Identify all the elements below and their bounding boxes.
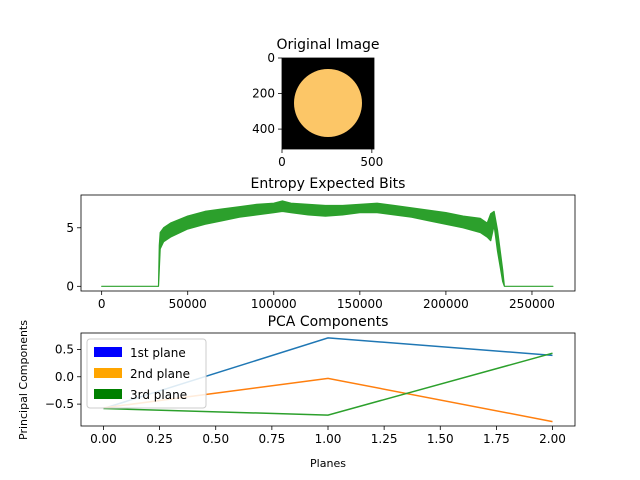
pca-x-tick-label: 1.75 (483, 432, 510, 446)
entropy-band (101, 200, 554, 287)
pca-x-tick-label: 1.00 (315, 432, 342, 446)
entropy-ticks: 0 50000 100000 150000 200000 250000 0 5 (66, 221, 555, 311)
pca-y-tick-label: 0.5 (55, 342, 74, 356)
pca-x-tick-label: 0.75 (259, 432, 286, 446)
image-x-tick-label: 500 (360, 155, 383, 169)
original-image-title: Original Image (276, 37, 379, 53)
entropy-y-tick-label: 5 (66, 221, 74, 235)
entropy-x-tick-label: 200000 (423, 297, 469, 311)
pca-y-tick-label: −0.5 (45, 397, 74, 411)
pca-x-tick-label: 1.25 (371, 432, 398, 446)
entropy-x-tick-label: 250000 (509, 297, 555, 311)
pca-title: PCA Components (268, 314, 389, 330)
legend-label: 3rd plane (130, 388, 187, 402)
image-y-tick-label: 400 (252, 122, 275, 136)
legend-label: 1st plane (130, 346, 186, 360)
original-image-disk (294, 69, 362, 137)
pca-x-tick-label: 0.00 (90, 432, 117, 446)
original-image-frame (281, 57, 375, 150)
image-y-tick-label: 200 (252, 87, 275, 101)
entropy-x-tick-label: 50000 (169, 297, 207, 311)
original-image-panel: Original Image 0 500 0 200 400 (252, 37, 383, 169)
pca-x-tick-label: 0.25 (146, 432, 173, 446)
pca-x-tick-label: 2.00 (539, 432, 566, 446)
legend-swatch (94, 347, 122, 357)
entropy-series (101, 200, 554, 287)
entropy-panel: Entropy Expected Bits 0 50000 100000 150000… (66, 176, 576, 311)
entropy-y-tick-label: 0 (66, 279, 74, 293)
entropy-x-tick-label: 150000 (337, 297, 383, 311)
pca-ticks: 0.00 0.25 0.50 0.75 1.00 1.25 1.50 1.75 2.00 0.5 0… (45, 342, 566, 446)
entropy-title: Entropy Expected Bits (251, 176, 406, 192)
image-y-tick-label: 0 (267, 51, 275, 65)
image-x-tick-label: 0 (278, 155, 286, 169)
pca-y-axis-label: Principal Components (17, 320, 30, 440)
entropy-x-tick-label: 0 (98, 297, 106, 311)
entropy-axes-frame (80, 194, 576, 292)
pca-legend: 1st plane 2nd plane 3rd plane (86, 338, 207, 409)
pca-panel: PCA Components 0.00 0.25 0.50 0.75 1.00 1.25 1… (17, 314, 576, 470)
pca-x-tick-label: 1.50 (427, 432, 454, 446)
entropy-x-tick-label: 100000 (251, 297, 297, 311)
legend-swatch (94, 368, 122, 378)
pca-y-tick-label: 0.0 (55, 370, 74, 384)
pca-series-line-3 (103, 352, 553, 416)
pca-x-tick-label: 0.50 (202, 432, 229, 446)
legend-label: 2nd plane (130, 367, 190, 381)
legend-swatch (94, 389, 122, 399)
original-image-ticks: 0 500 0 200 400 (252, 51, 383, 169)
pca-x-axis-label: Planes (310, 457, 346, 470)
